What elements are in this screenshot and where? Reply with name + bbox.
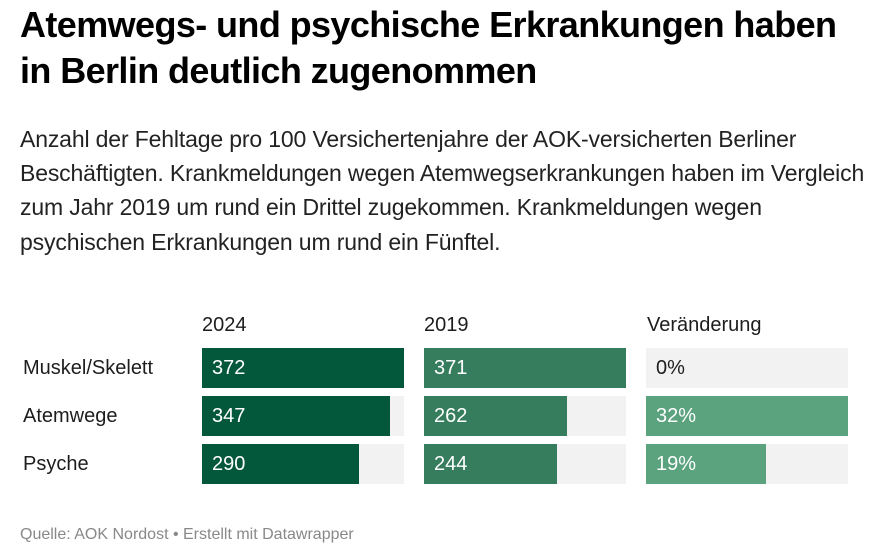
bar-value-label: 0% (656, 357, 685, 379)
row-label: Atemwege (23, 405, 118, 427)
row-label: Psyche (23, 453, 89, 475)
bar-2019 (424, 396, 567, 436)
bar-value-label: 32% (656, 405, 697, 427)
bar-track-change: 0% (646, 348, 848, 388)
bar-value-label: 347 (212, 405, 246, 427)
bar-track-2019: 262 (424, 396, 626, 436)
bar-value-label: 371 (434, 357, 468, 379)
bar-value-label: 244 (434, 453, 468, 475)
column-header-change: Veränderung (647, 314, 762, 336)
bar-value-label: 290 (212, 453, 246, 475)
bar-2019 (424, 444, 557, 484)
bar-track-2024: 290 (202, 444, 404, 484)
bar-change (646, 396, 848, 436)
bar-2024 (202, 396, 391, 436)
bar-2024 (202, 348, 404, 388)
column-header-2024: 2024 (202, 314, 247, 336)
column-header-2019: 2019 (424, 314, 469, 336)
bar-2019 (424, 348, 626, 388)
source-note: Quelle: AOK Nordost • Erstellt mit Dataw… (20, 526, 354, 543)
chart-title: Atemwegs- und psychische Erkrankungen ha… (20, 4, 837, 91)
bar-value-label: 19% (656, 453, 697, 475)
bar-2024 (202, 444, 360, 484)
bar-value-label: 372 (212, 357, 246, 379)
bar-track-2019: 244 (424, 444, 626, 484)
bar-change (646, 444, 766, 484)
bar-track-change: 32% (646, 396, 848, 436)
bar-track-2024: 347 (202, 396, 404, 436)
row-label: Muskel/Skelett (23, 357, 154, 379)
bar-track-change: 19% (646, 444, 848, 484)
bar-value-label: 262 (434, 405, 468, 427)
chart-description: Anzahl der Fehltage pro 100 Versicherten… (20, 126, 865, 255)
bar-track-2019: 371 (424, 348, 626, 388)
bar-track-2024: 372 (202, 348, 404, 388)
